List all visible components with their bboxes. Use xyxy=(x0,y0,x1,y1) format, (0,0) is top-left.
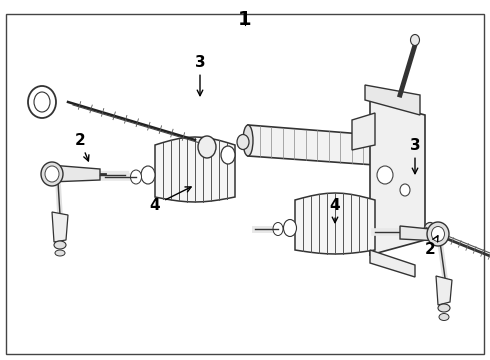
Ellipse shape xyxy=(400,184,410,196)
Polygon shape xyxy=(155,137,235,202)
Ellipse shape xyxy=(427,222,449,246)
Ellipse shape xyxy=(54,241,66,249)
Ellipse shape xyxy=(284,220,296,237)
Text: 3: 3 xyxy=(410,138,420,174)
Ellipse shape xyxy=(34,92,50,112)
Ellipse shape xyxy=(243,125,253,156)
Polygon shape xyxy=(400,226,440,241)
Ellipse shape xyxy=(424,222,436,238)
Ellipse shape xyxy=(411,35,419,45)
Polygon shape xyxy=(352,113,375,150)
Text: 4: 4 xyxy=(149,187,191,212)
Ellipse shape xyxy=(273,222,283,235)
Ellipse shape xyxy=(439,314,449,320)
Text: 2: 2 xyxy=(425,236,438,257)
Ellipse shape xyxy=(432,226,444,242)
Ellipse shape xyxy=(221,146,235,164)
Text: 2: 2 xyxy=(74,132,89,161)
Ellipse shape xyxy=(198,136,216,158)
Text: 1: 1 xyxy=(238,10,252,29)
Text: 4: 4 xyxy=(330,198,341,223)
Ellipse shape xyxy=(141,166,155,184)
Ellipse shape xyxy=(237,135,249,149)
Ellipse shape xyxy=(28,86,56,118)
Polygon shape xyxy=(436,276,452,305)
Ellipse shape xyxy=(130,170,142,184)
Polygon shape xyxy=(370,100,425,255)
Ellipse shape xyxy=(377,166,393,184)
Polygon shape xyxy=(50,165,100,182)
Polygon shape xyxy=(248,125,375,165)
Ellipse shape xyxy=(438,304,450,312)
Ellipse shape xyxy=(55,250,65,256)
Polygon shape xyxy=(365,85,420,115)
Text: 3: 3 xyxy=(195,54,205,96)
Polygon shape xyxy=(370,250,415,277)
Ellipse shape xyxy=(41,162,63,186)
Polygon shape xyxy=(295,193,375,254)
Ellipse shape xyxy=(45,166,59,182)
Polygon shape xyxy=(52,212,68,242)
